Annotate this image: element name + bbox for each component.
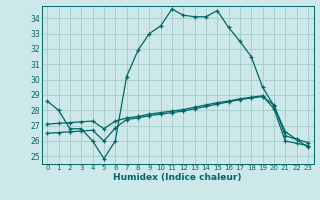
X-axis label: Humidex (Indice chaleur): Humidex (Indice chaleur) [113, 173, 242, 182]
